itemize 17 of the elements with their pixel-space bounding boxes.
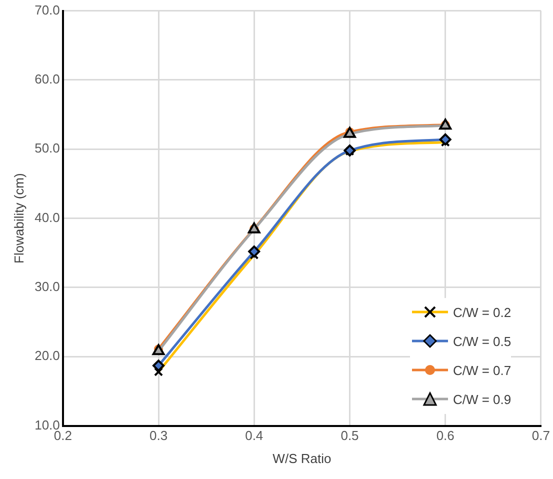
y-tick-label: 30.0 [34, 279, 60, 294]
legend-label: C/W = 0.9 [452, 392, 512, 407]
legend-label: C/W = 0.2 [452, 304, 512, 320]
x-axis-title: W/S Ratio [272, 450, 332, 466]
x-tick-label: 0.6 [436, 428, 454, 444]
y-tick-label: 70.0 [34, 2, 60, 18]
x-tick-label: 0.4 [245, 428, 264, 444]
y-tick-label: 40.0 [34, 210, 60, 225]
legend-label: C/W = 0.7 [452, 362, 512, 378]
x-tick-label: 0.7 [532, 428, 550, 444]
y-axis-title: Flowability (cm) [11, 173, 26, 264]
legend-label: C/W = 0.5 [452, 334, 512, 349]
y-tick-label: 20.0 [34, 348, 60, 364]
y-tick-label: 50.0 [34, 140, 60, 156]
y-tick-label: 60.0 [34, 72, 60, 87]
x-tick-label: 0.5 [340, 428, 359, 444]
x-tick-label: 0.3 [149, 428, 168, 444]
